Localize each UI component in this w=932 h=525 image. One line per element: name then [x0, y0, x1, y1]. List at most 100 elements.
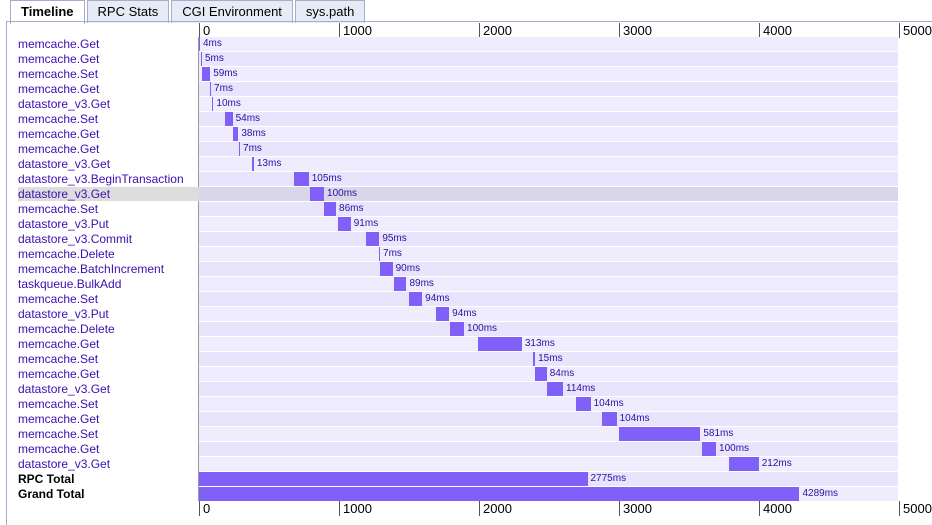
rpc-row: memcache.Set 94ms	[18, 292, 898, 306]
rpc-link[interactable]: memcache.Set	[18, 67, 99, 81]
timeline-track: 89ms	[199, 277, 898, 291]
rpc-link[interactable]: memcache.Get	[18, 82, 100, 96]
timeline-track: 7ms	[199, 142, 898, 156]
rpc-link[interactable]: datastore_v3.BeginTransaction	[18, 172, 184, 186]
timeline-track: 581ms	[199, 427, 898, 441]
timeline-track: 5ms	[199, 52, 898, 66]
axis-tick: 5000	[899, 501, 932, 516]
rpc-row: memcache.Delete 100ms	[18, 322, 898, 336]
duration-bar	[547, 382, 563, 396]
timeline-track: 59ms	[199, 67, 898, 81]
tab-sys-path[interactable]: sys.path	[294, 0, 366, 23]
duration-bar	[478, 337, 522, 351]
rpc-row: memcache.Set 59ms	[18, 67, 898, 81]
duration-bar	[199, 487, 800, 501]
duration-bar	[450, 322, 465, 336]
duration-label: 15ms	[538, 353, 563, 364]
timeline-track: 94ms	[199, 292, 898, 306]
rpc-row: datastore_v3.BeginTransaction 105ms	[18, 172, 898, 186]
duration-label: 313ms	[524, 338, 555, 349]
axis-tick: 4000	[759, 501, 792, 516]
axis-tick: 3000	[619, 501, 652, 516]
rpc-row: datastore_v3.Get 13ms	[18, 157, 898, 171]
timeline-track: 4ms	[199, 37, 898, 51]
tab-rpc-stats[interactable]: RPC Stats	[86, 0, 170, 23]
timeline-track: 38ms	[199, 127, 898, 141]
duration-bar	[379, 247, 381, 261]
rpc-link[interactable]: memcache.Get	[18, 142, 100, 156]
axis-tick: 1000	[339, 501, 372, 516]
duration-label: 91ms	[353, 218, 379, 229]
rpc-link[interactable]: datastore_v3.Get	[18, 187, 111, 201]
rpc-link[interactable]: taskqueue.BulkAdd	[18, 277, 122, 291]
rpc-link[interactable]: datastore_v3.Get	[18, 382, 111, 396]
duration-label: 59ms	[213, 68, 238, 79]
duration-label: 13ms	[256, 158, 282, 169]
duration-bar	[366, 232, 380, 246]
rpc-link[interactable]: memcache.Get	[18, 337, 100, 351]
duration-label: 4ms	[203, 38, 222, 49]
duration-label: 100ms	[327, 188, 358, 199]
rpc-link[interactable]: memcache.Delete	[18, 247, 115, 261]
total-label: RPC Total	[18, 472, 75, 486]
rpc-row: memcache.Set 15ms	[18, 352, 898, 366]
rpc-link[interactable]: memcache.Get	[18, 367, 100, 381]
rpc-link[interactable]: datastore_v3.Get	[18, 457, 111, 471]
duration-bar	[294, 172, 309, 186]
rpc-link[interactable]: datastore_v3.Commit	[18, 232, 133, 246]
duration-bar	[702, 442, 717, 456]
rpc-link[interactable]: memcache.Get	[18, 412, 100, 426]
tab-cgi-environment[interactable]: CGI Environment	[171, 0, 293, 23]
timeline-track: 95ms	[199, 232, 898, 246]
axis-tick: 0	[199, 23, 210, 38]
rpc-link[interactable]: memcache.Set	[18, 397, 99, 411]
tab-bar: Timeline RPC Stats CGI Environment sys.path	[10, 0, 367, 24]
duration-bar	[619, 427, 701, 441]
axis-bottom: 0 1000 2000 3000 4000 5000	[199, 501, 932, 516]
duration-bar	[310, 187, 325, 201]
rpc-link[interactable]: memcache.Set	[18, 112, 99, 126]
duration-label: 89ms	[409, 278, 434, 289]
timeline-track: 86ms	[199, 202, 898, 216]
rpc-link[interactable]: datastore_v3.Put	[18, 217, 109, 231]
rpc-link[interactable]: memcache.Get	[18, 442, 100, 456]
axis-tick: 3000	[619, 23, 652, 38]
rpc-link[interactable]: memcache.Delete	[18, 322, 115, 336]
duration-label: 2775ms	[590, 473, 627, 484]
rpc-link[interactable]: datastore_v3.Get	[18, 97, 111, 111]
rpc-row: memcache.Get 4ms	[18, 37, 898, 51]
rpc-link[interactable]: memcache.BatchIncrement	[18, 262, 165, 276]
rpc-link[interactable]: memcache.Set	[18, 352, 99, 366]
duration-bar	[324, 202, 337, 216]
rpc-row: datastore_v3.Get 114ms	[18, 382, 898, 396]
timeline-track: 100ms	[199, 322, 898, 336]
rpc-row: memcache.Get 104ms	[18, 412, 898, 426]
rpc-link[interactable]: datastore_v3.Get	[18, 157, 111, 171]
duration-bar	[233, 127, 239, 141]
rpc-row: memcache.Get 38ms	[18, 127, 898, 141]
rpc-link[interactable]: memcache.Get	[18, 37, 100, 51]
timeline-track: 100ms	[199, 442, 898, 456]
duration-bar	[576, 397, 591, 411]
rpc-link[interactable]: memcache.Set	[18, 292, 99, 306]
rpc-row: memcache.BatchIncrement 90ms	[18, 262, 898, 276]
rpc-link[interactable]: datastore_v3.Put	[18, 307, 109, 321]
duration-bar	[212, 97, 214, 111]
tab-timeline[interactable]: Timeline	[10, 0, 85, 24]
axis-divider	[198, 37, 199, 501]
rpc-link[interactable]: memcache.Get	[18, 52, 100, 66]
rpc-row: taskqueue.BulkAdd 89ms	[18, 277, 898, 291]
axis-tick: 5000	[899, 23, 932, 38]
axis-tick: 2000	[479, 23, 512, 38]
duration-label: 114ms	[566, 383, 596, 394]
duration-label: 10ms	[216, 98, 241, 109]
duration-label: 581ms	[703, 428, 734, 439]
rpc-link[interactable]: memcache.Set	[18, 427, 99, 441]
rpc-link[interactable]: memcache.Get	[18, 127, 100, 141]
duration-bar	[394, 277, 407, 291]
rpc-row: datastore_v3.Put 94ms	[18, 307, 898, 321]
rpc-row: memcache.Get 100ms	[18, 442, 898, 456]
rpc-link[interactable]: memcache.Set	[18, 202, 99, 216]
duration-bar	[200, 52, 202, 66]
duration-label: 38ms	[241, 128, 266, 139]
